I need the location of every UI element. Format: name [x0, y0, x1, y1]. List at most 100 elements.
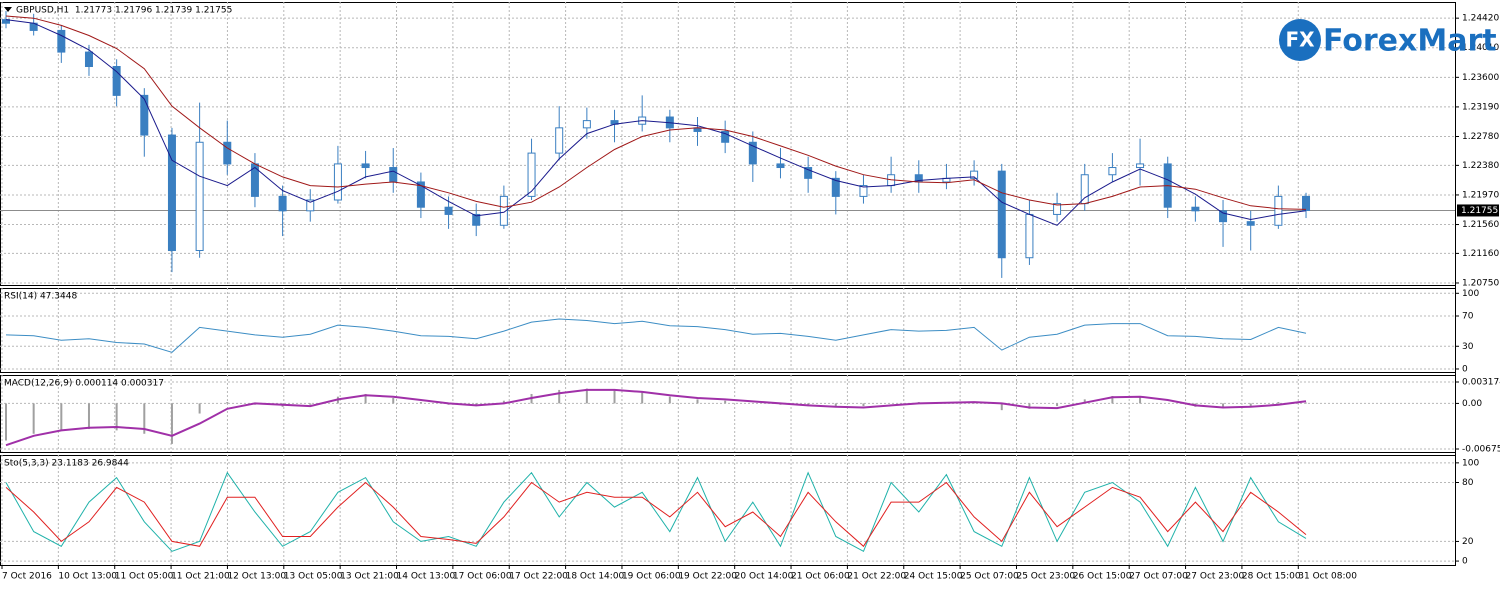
x-tick-label: 13 Oct 21:00	[340, 572, 399, 582]
candle-body	[555, 127, 564, 154]
x-tick-label: 11 Oct 21:00	[171, 572, 230, 582]
candle-body	[416, 181, 425, 208]
candle-body	[1302, 195, 1311, 211]
candle-body	[389, 167, 398, 183]
x-tick-label: 27 Oct 07:00	[1129, 572, 1188, 582]
y-tick-label: 0	[1462, 364, 1468, 374]
current-price-box	[1457, 204, 1499, 217]
candle-body	[859, 185, 868, 197]
x-tick-label: 19 Oct 06:00	[622, 572, 681, 582]
x-tick-label: 14 Oct 13:00	[397, 572, 456, 582]
candle-body	[1191, 206, 1200, 212]
y-tick-label: 1.21160	[1462, 249, 1499, 259]
candle-body	[997, 170, 1006, 259]
candle-body	[333, 163, 342, 201]
x-tick-label: 12 Oct 13:00	[227, 572, 286, 582]
x-tick-label: 27 Oct 23:00	[1186, 572, 1245, 582]
x-tick-label: 18 Oct 14:00	[566, 572, 625, 582]
y-tick-label: -0.006758	[1462, 444, 1500, 454]
candle-body	[527, 152, 536, 197]
candle-body	[1136, 163, 1145, 169]
x-tick-label: 19 Oct 22:00	[678, 572, 737, 582]
candle-body	[748, 141, 757, 165]
candle-body	[1053, 203, 1062, 215]
candle-body	[1080, 174, 1089, 205]
candle-body	[112, 66, 121, 96]
indicator-line	[5, 318, 1307, 353]
panel-title: RSI(14) 47.3448	[4, 292, 77, 302]
candle-body	[57, 29, 66, 53]
candle-body	[1219, 210, 1228, 223]
x-tick-label: 7 Oct 2016	[2, 572, 52, 582]
candle-body	[1025, 213, 1034, 259]
candle-body	[1274, 195, 1283, 226]
x-tick-label: 17 Oct 22:00	[509, 572, 568, 582]
logo-circle	[1279, 19, 1321, 61]
candle-body	[776, 163, 785, 169]
candle-body	[582, 120, 591, 129]
panel-title: MACD(12,26,9) 0.000114 0.000317	[4, 379, 164, 389]
candle-body	[1108, 167, 1117, 176]
logo-text: ForexMart	[1323, 24, 1497, 59]
y-tick-label: 1.20750	[1462, 278, 1499, 288]
candle-body	[499, 195, 508, 226]
candle-body	[472, 213, 481, 226]
x-tick-label: 13 Oct 05:00	[284, 572, 343, 582]
candle-body	[804, 167, 813, 179]
candle-body	[223, 141, 232, 165]
y-tick-label: 1.24010	[1462, 43, 1499, 53]
y-tick-label: 70	[1462, 312, 1474, 322]
x-tick-label: 21 Oct 22:00	[847, 572, 906, 582]
indicator-line	[5, 19, 1307, 226]
candle-body	[167, 134, 176, 252]
candle-body	[1246, 221, 1255, 226]
y-tick-label: 100	[1462, 458, 1479, 468]
candle-body	[84, 51, 93, 68]
candle-body	[140, 94, 149, 136]
y-tick-label: 20	[1462, 537, 1474, 547]
candle-body	[195, 141, 204, 252]
x-tick-label: 26 Oct 15:00	[1073, 572, 1132, 582]
indicator-line	[5, 471, 1307, 553]
candle-body	[306, 199, 315, 212]
y-tick-label: 1.21970	[1462, 190, 1499, 200]
logo: FX ForexMart	[1279, 19, 1497, 61]
y-tick-label: 0	[1462, 557, 1468, 567]
y-tick-label: 80	[1462, 478, 1474, 488]
y-tick-label: 1.23190	[1462, 102, 1499, 112]
indicator-line	[5, 481, 1307, 548]
x-tick-label: 25 Oct 07:00	[960, 572, 1019, 582]
x-tick-label: 31 Oct 08:00	[1298, 572, 1357, 582]
y-tick-label: 0.00	[1462, 399, 1482, 409]
x-tick-label: 21 Oct 06:00	[791, 572, 850, 582]
indicator-line	[5, 388, 1307, 447]
y-tick-label: 1.23600	[1462, 73, 1499, 83]
candle-body	[721, 130, 730, 143]
panel-title: Sto(5,3,3) 23.1183 26.9844	[4, 459, 129, 469]
x-tick-label: 24 Oct 15:00	[904, 572, 963, 582]
x-tick-label: 11 Oct 05:00	[115, 572, 174, 582]
x-tick-label: 28 Oct 15:00	[1242, 572, 1301, 582]
menu-arrow	[4, 7, 12, 12]
candle-body	[831, 177, 840, 197]
y-tick-label: 100	[1462, 289, 1479, 299]
x-tick-label: 10 Oct 13:00	[58, 572, 117, 582]
x-tick-label: 17 Oct 06:00	[453, 572, 512, 582]
y-tick-label: 1.22780	[1462, 132, 1499, 142]
candle-body	[361, 163, 370, 169]
y-tick-label: 1.21560	[1462, 220, 1499, 230]
panel-title: GBPUSD,H1 1.21773 1.21796 1.21739 1.2175…	[16, 6, 232, 16]
indicator-line	[5, 15, 1307, 210]
logo-mark: FX	[1285, 28, 1315, 52]
current-price-label: 1.21755	[1461, 206, 1498, 216]
y-tick-label: 30	[1462, 342, 1474, 352]
candle-body	[970, 170, 979, 179]
y-tick-label: 0.003174	[1462, 378, 1500, 388]
candle-body	[444, 206, 453, 215]
x-tick-label: 20 Oct 14:00	[735, 572, 794, 582]
candle-body	[278, 195, 287, 212]
y-tick-label: 1.24420	[1462, 14, 1499, 24]
